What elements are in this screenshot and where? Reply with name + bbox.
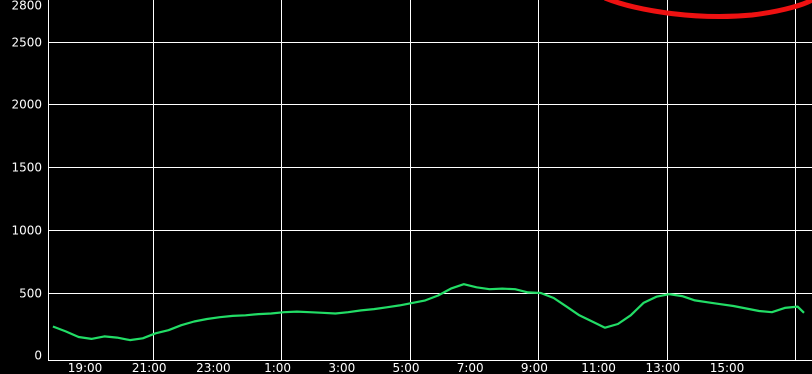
series-line xyxy=(52,283,805,342)
x-tick-label: 7:00 xyxy=(457,361,484,374)
x-gridlines xyxy=(153,0,796,360)
x-tick-label: 9:00 xyxy=(521,361,548,374)
y-tick-label: 2800 xyxy=(11,0,42,13)
y-tick-label: 0 xyxy=(34,349,42,363)
x-tick-label: 23:00 xyxy=(196,361,231,374)
x-tick-label: 1:00 xyxy=(264,361,291,374)
y-tick-label: 2500 xyxy=(11,36,42,50)
x-tick-label: 5:00 xyxy=(393,361,420,374)
x-tick-label: 21:00 xyxy=(132,361,167,374)
y-gridlines xyxy=(48,42,812,294)
x-tick-label: 15:00 xyxy=(710,361,745,374)
red-annotation-arc xyxy=(604,0,812,19)
y-tick-label: 1000 xyxy=(11,224,42,238)
y-tick-label: 2000 xyxy=(11,98,42,112)
axes xyxy=(48,0,812,361)
x-tick-label: 19:00 xyxy=(68,361,103,374)
x-tick-label: 11:00 xyxy=(581,361,616,374)
x-tick-labels: 19:00 21:00 23:00 1:00 3:00 5:00 7:00 9:00 11:00… xyxy=(68,361,745,374)
series-group xyxy=(52,283,805,342)
x-tick-label: 13:00 xyxy=(646,361,681,374)
y-tick-label: 500 xyxy=(19,287,42,301)
y-tick-labels: 0 500 1000 1500 2000 2500 2800 xyxy=(11,0,42,363)
x-tick-label: 3:00 xyxy=(328,361,355,374)
y-tick-label: 1500 xyxy=(11,161,42,175)
